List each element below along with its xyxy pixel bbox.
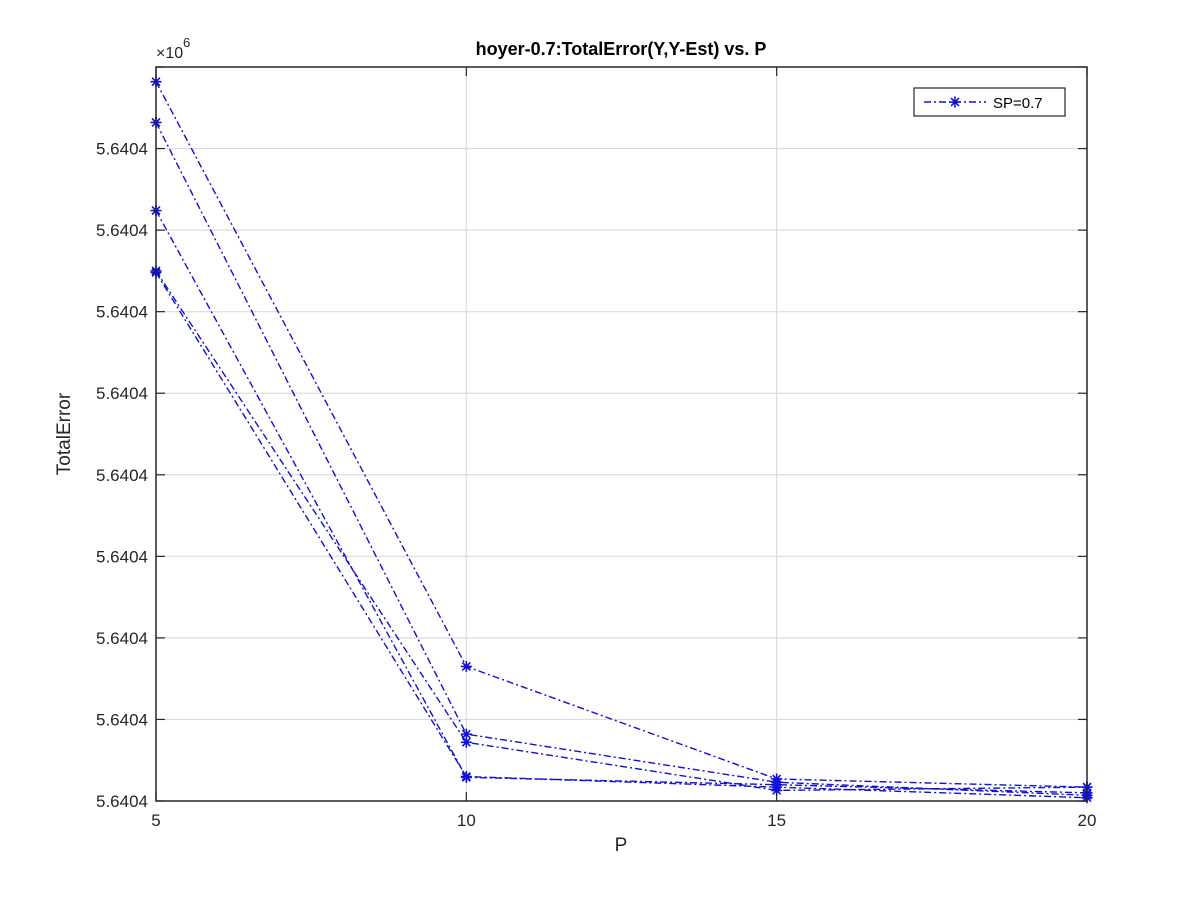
- legend-marker-asterisk: [949, 96, 961, 108]
- y-tick-label: 5.6404: [96, 792, 148, 811]
- series-1: [150, 76, 1093, 793]
- series-line: [155, 210, 1088, 794]
- data-point-marker: [460, 728, 472, 740]
- legend-marker: [949, 96, 961, 108]
- y-tick-label: 5.6404: [96, 547, 148, 566]
- legend: SP=0.7: [913, 87, 1066, 117]
- plot-frame: [155, 66, 1088, 802]
- series-2: [150, 116, 1093, 801]
- x-tick-label: 10: [457, 811, 476, 830]
- y-tick-label: 5.6404: [96, 710, 148, 729]
- x-axis-label: P: [615, 835, 628, 856]
- series-line: [155, 270, 1088, 792]
- y-tick-label: 5.6404: [96, 221, 148, 240]
- y-tick-label: 5.6404: [96, 303, 148, 322]
- series-line: [155, 122, 1088, 796]
- x-tick-labels: 5 10 15 20: [151, 811, 1096, 830]
- series-line: [155, 272, 1088, 799]
- y-tick-labels: 5.6404 5.6404 5.6404 5.6404 5.6404 5.6404 5.64…: [96, 140, 148, 811]
- data-point-marker: [460, 771, 472, 783]
- series-4: [150, 265, 1093, 796]
- y-tick-label: 5.6404: [96, 384, 148, 403]
- legend-entry: SP=0.7: [993, 95, 1043, 112]
- series-3: [150, 205, 1093, 799]
- y-tick-label: 5.6404: [96, 466, 148, 485]
- y-exponent-power: 6: [183, 35, 190, 50]
- series-line: [155, 81, 1088, 788]
- y-exponent-base: ×10: [156, 45, 183, 62]
- y-axis-label: TotalError: [54, 392, 75, 475]
- grid: [156, 67, 1087, 801]
- series-lines: [150, 76, 1093, 804]
- y-tick-label: 5.6404: [96, 140, 148, 159]
- x-tick-label: 20: [1078, 811, 1097, 830]
- y-tick-label: 5.6404: [96, 629, 148, 648]
- y-exponent: ×10 6: [156, 35, 190, 62]
- data-point-marker: [771, 781, 783, 793]
- data-point-marker: [460, 660, 472, 672]
- data-point-marker: [460, 736, 472, 748]
- x-tick-label: 15: [767, 811, 786, 830]
- axis-ticks: [155, 66, 1088, 802]
- chart-title: hoyer-0.7:TotalError(Y,Y-Est) vs. P: [476, 39, 767, 59]
- x-tick-label: 5: [151, 811, 160, 830]
